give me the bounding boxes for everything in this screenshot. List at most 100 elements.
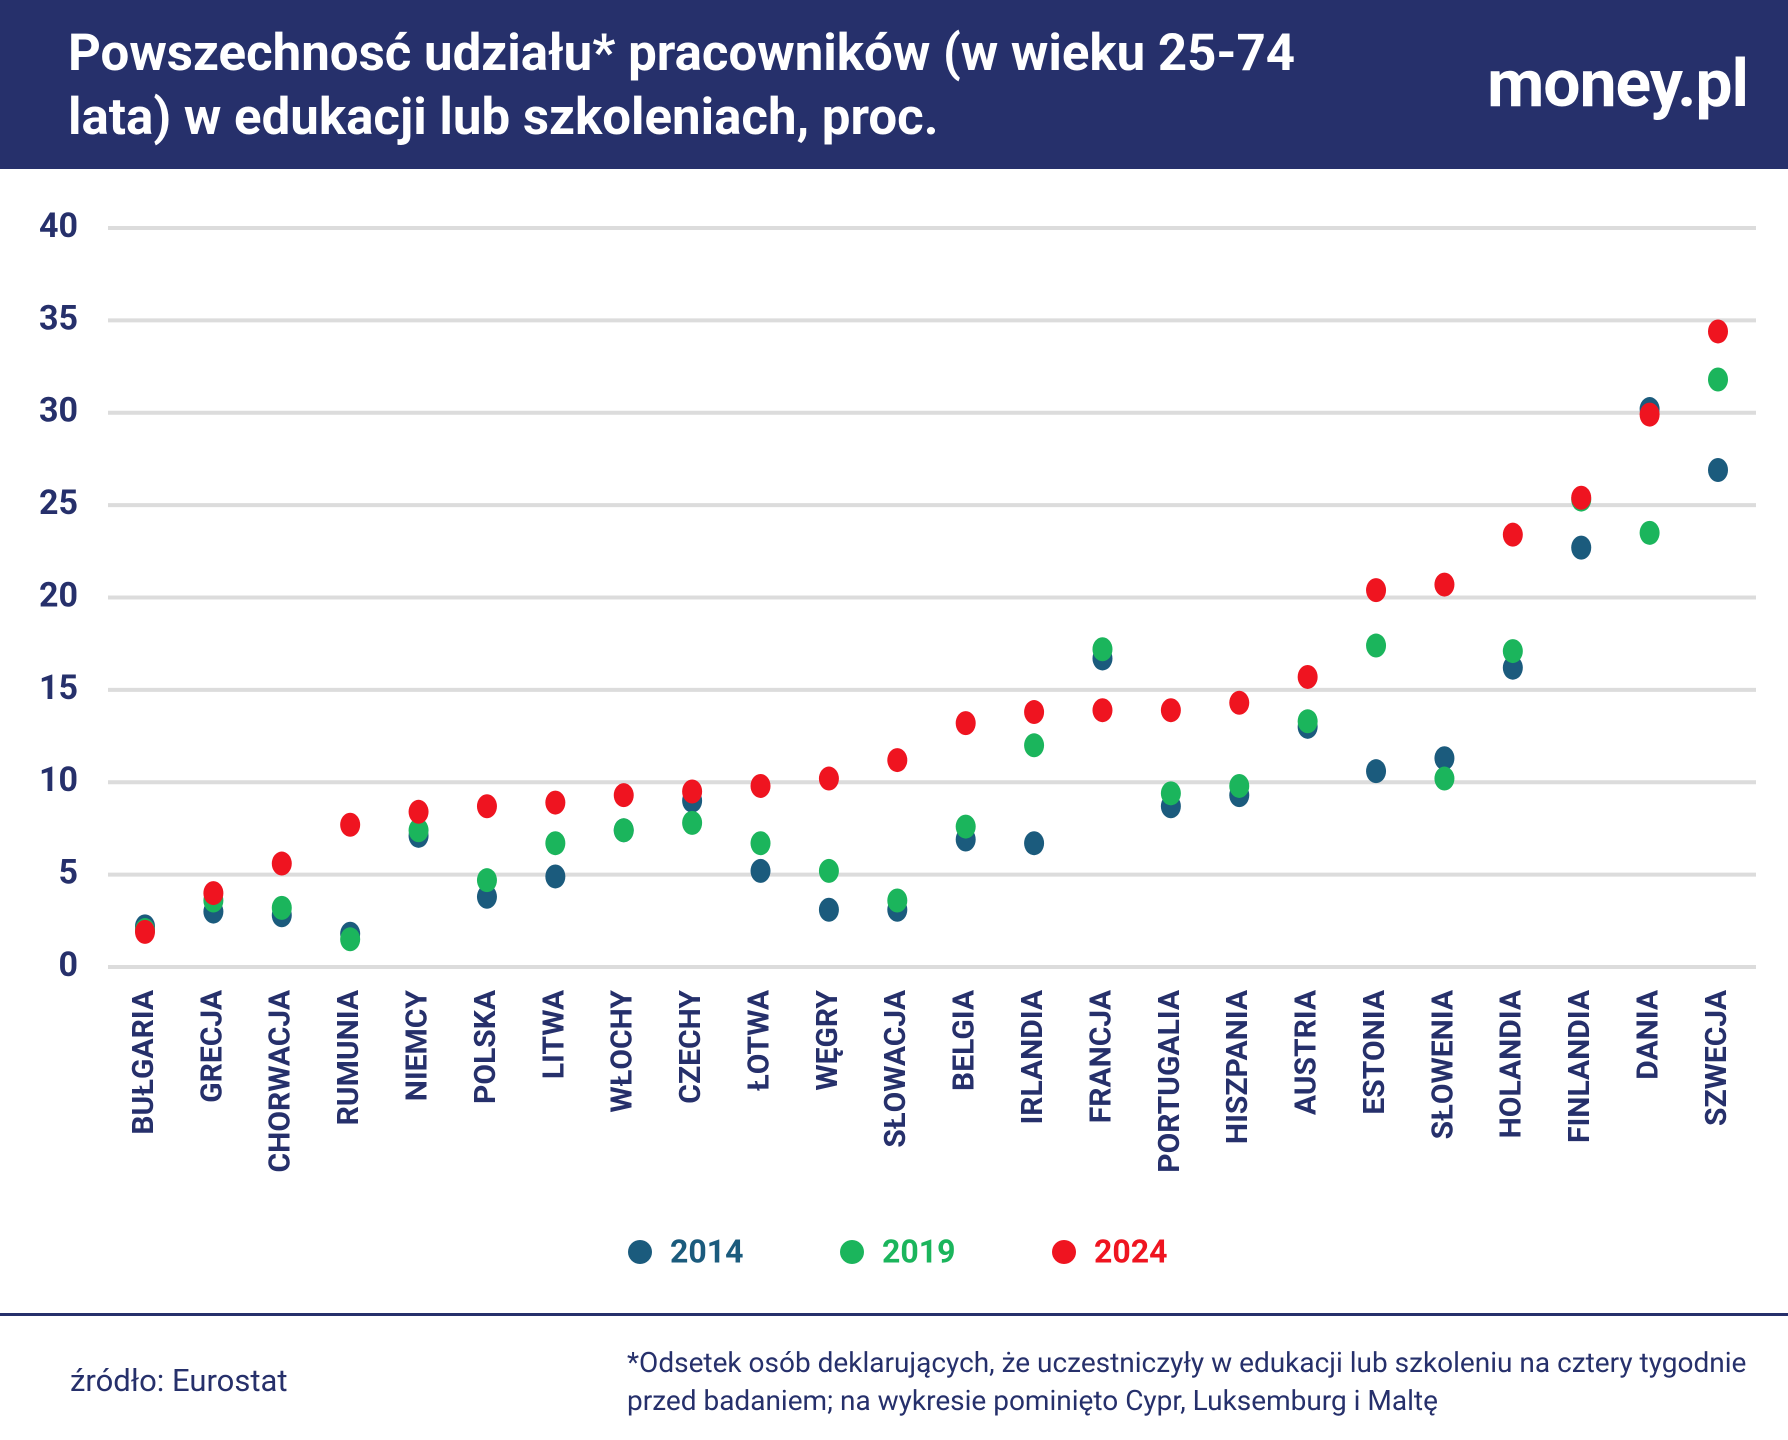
dot [1229,690,1250,715]
header: Powszechnosć udziału* pracowników (w wie… [0,0,1788,169]
dot [1160,781,1181,806]
dot [1434,766,1455,791]
divider [0,1313,1788,1316]
source: źródło: Eurostat [70,1362,288,1399]
x-tick-label: ŁOTWA [741,989,776,1091]
legend-label: 2014 [670,1232,743,1270]
x-tick-label: SZWECJA [1699,989,1734,1126]
dot [750,773,771,798]
x-tick-label: BELGIA [947,989,982,1091]
dot [545,864,566,889]
dot [1708,319,1728,344]
x-tick-label: GRECJA [194,989,229,1103]
dot [340,812,361,837]
dot [340,927,361,952]
dot [682,779,703,804]
y-tick-label: 25 [39,483,78,523]
dot [750,831,771,856]
dot [1092,637,1113,662]
dot [818,766,839,791]
y-tick-label: 0 [58,945,78,985]
dot [887,888,908,913]
dot [1571,535,1592,560]
dot [1160,698,1181,723]
dot [818,858,839,883]
x-tick-label: BUŁGARIA [126,989,161,1135]
dot [1297,709,1318,734]
dot [476,884,497,909]
x-tick-label: IRLANDIA [1015,989,1050,1124]
x-tick-label: CZECHY [673,990,708,1104]
dot [1571,485,1592,510]
dot [1229,773,1250,798]
dot [1366,633,1387,658]
dot [1366,759,1387,784]
x-tick-label: SŁOWACJA [878,989,913,1147]
dot [818,897,839,922]
dot [1366,578,1387,603]
legend-marker [1052,1240,1076,1264]
dot [408,799,429,824]
dot [135,919,155,944]
y-tick-label: 5 [58,853,78,893]
x-tick-label: PORTUGALIA [1152,989,1187,1173]
legend-marker [628,1240,652,1264]
y-tick-label: 15 [39,668,78,708]
dot [955,711,976,736]
dot [1092,698,1113,723]
dot [613,818,634,843]
y-tick-label: 20 [39,575,78,615]
x-tick-label: FINLANDIA [1562,989,1597,1143]
x-tick-label: HISZPANIA [1220,989,1255,1144]
dot [1024,831,1045,856]
x-tick-label: NIEMCY [399,990,434,1102]
chart-title: Powszechnosć udziału* pracowników (w wie… [68,24,1296,147]
x-tick-label: FRANCJA [1083,989,1118,1123]
dot [203,881,224,906]
dot [955,814,976,839]
logo: money.pl [1487,46,1749,123]
dot [1297,664,1318,689]
y-tick-label: 40 [39,206,78,246]
dot [1708,367,1728,392]
dot [1024,700,1045,725]
dot [545,831,566,856]
dot [1502,639,1523,664]
dot [1434,572,1455,597]
x-tick-label: WĘGRY [810,990,845,1091]
x-tick-label: AUSTRIA [1289,989,1324,1115]
dot [1024,733,1045,758]
dot [887,748,908,773]
dot [682,810,703,835]
x-tick-label: CHORWACJA [263,989,298,1172]
dot [476,868,497,893]
dot [271,851,292,876]
x-tick-label: POLSKA [468,989,503,1104]
dot [408,818,429,843]
dot [476,794,497,819]
x-tick-label: RUMUNIA [331,989,366,1125]
x-tick-label: DANIA [1631,989,1666,1080]
x-tick-label: WŁOCHY [605,990,640,1113]
dot [613,783,634,808]
legend-label: 2024 [1094,1232,1167,1270]
x-tick-label: LITWA [536,989,571,1079]
legend-label: 2019 [882,1232,955,1270]
dot [1502,522,1523,547]
dot [1639,520,1660,545]
x-tick-label: HOLANDIA [1494,989,1529,1138]
dot [1434,746,1455,771]
y-tick-label: 10 [39,760,78,800]
dot [271,895,292,920]
dot [1708,458,1728,483]
dot [750,858,771,883]
y-tick-label: 30 [39,391,78,431]
x-tick-label: ESTONIA [1357,989,1392,1114]
legend-marker [840,1240,864,1264]
dot [1502,655,1523,680]
footnote: *Odsetek osób deklarujących, że uczestni… [627,1346,1747,1417]
dot [545,790,566,815]
x-tick-label: SŁOWENIA [1425,989,1460,1139]
